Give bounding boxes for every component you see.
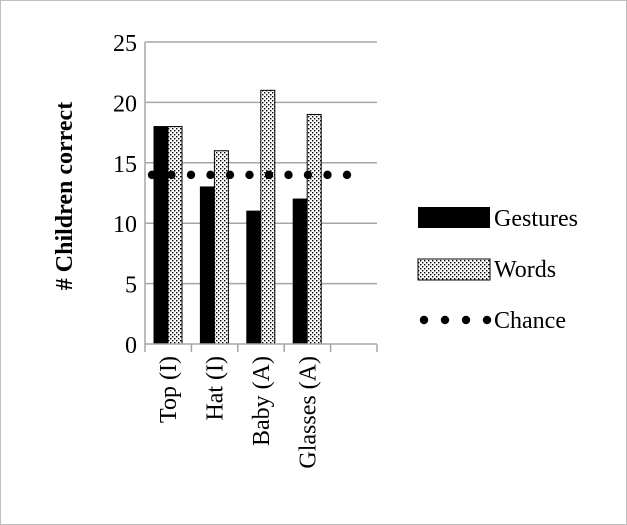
- y-tick-label: 0: [125, 333, 137, 359]
- chance-dot: [264, 170, 274, 180]
- y-tick-label: 15: [113, 152, 137, 178]
- x-tick-label: Glasses (A): [295, 356, 321, 469]
- bar-words-4: [306, 113, 322, 345]
- chance-dot: [303, 170, 313, 180]
- bar-gestures-4: [292, 198, 308, 345]
- legend-chance-dot: [419, 315, 429, 325]
- chance-dot: [206, 170, 215, 180]
- legend-chance-dot: [440, 315, 450, 325]
- x-tick-label: Top (I): [156, 356, 182, 423]
- legend-swatch-chance: [419, 315, 492, 325]
- bar-gestures-3: [246, 210, 262, 345]
- gridlines: [144, 41, 377, 344]
- y-tick-label: 20: [113, 91, 137, 117]
- legend-swatch-gestures: [418, 207, 490, 228]
- bar-words-3: [260, 89, 276, 345]
- chance-dot: [284, 170, 293, 180]
- bar-words-1: [167, 126, 183, 345]
- x-tick-label: Baby (A): [249, 356, 275, 446]
- x-tick-label: Hat (I): [203, 356, 229, 421]
- y-tick-label: 25: [113, 31, 137, 57]
- legend-chance-dot: [482, 315, 492, 325]
- chance-dot: [342, 170, 352, 180]
- chance-dot: [186, 170, 196, 180]
- y-tick-labels: 0 5 10 15 20 25: [113, 31, 137, 359]
- y-tick-label: 5: [125, 273, 137, 299]
- legend-label-chance: Chance: [494, 308, 566, 334]
- bar-gestures-1: [153, 126, 169, 345]
- legend-swatch-words: [417, 258, 491, 281]
- chance-dot: [225, 170, 235, 180]
- legend: Gestures Words Chance: [417, 206, 578, 334]
- bar-gestures-2: [199, 186, 215, 345]
- x-tick-labels: Top (I) Hat (I) Baby (A) Glasses (A): [156, 356, 321, 469]
- y-axis-label: # Children correct: [52, 102, 78, 290]
- chance-dot: [323, 170, 332, 180]
- chance-line: [147, 170, 352, 180]
- legend-label-gestures: Gestures: [494, 206, 578, 232]
- bar-words-2: [213, 150, 229, 345]
- chance-dot: [167, 170, 176, 180]
- y-tick-label: 10: [113, 212, 137, 238]
- bars: [153, 89, 322, 345]
- legend-chance-dot: [461, 315, 471, 325]
- legend-label-words: Words: [494, 257, 556, 283]
- chance-dot: [147, 170, 157, 180]
- chance-dot: [245, 170, 254, 180]
- x-axis: [144, 343, 378, 352]
